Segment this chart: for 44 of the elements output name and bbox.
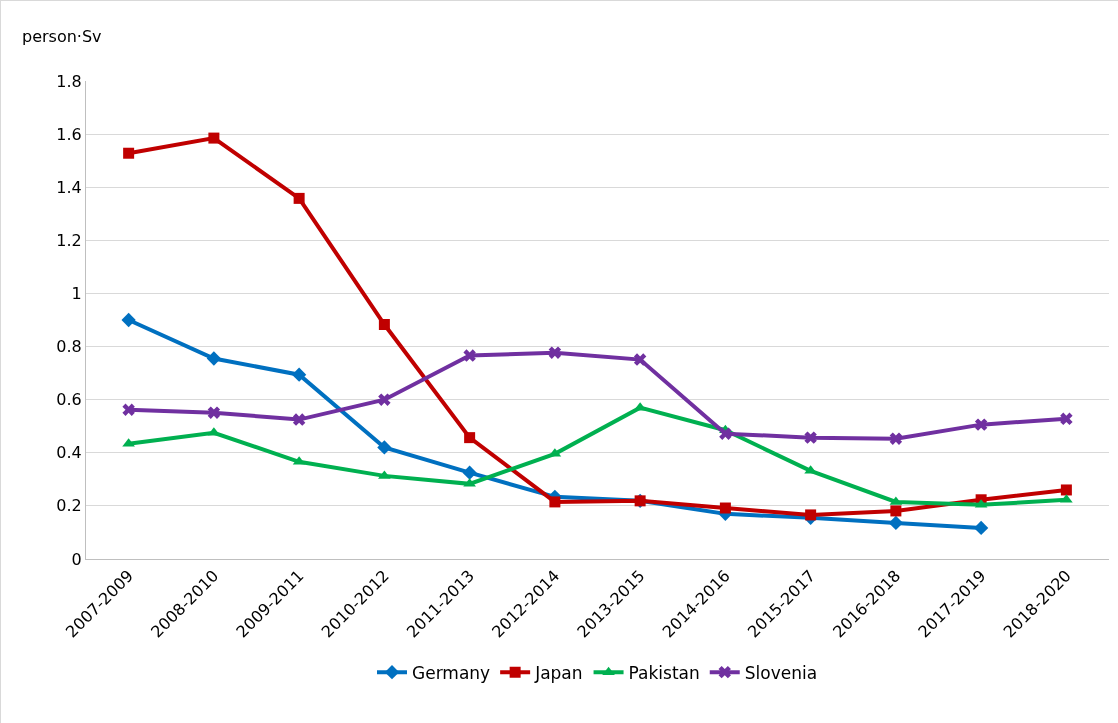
point bbox=[291, 367, 307, 382]
y-tick-label: 0.2 bbox=[56, 496, 82, 516]
point bbox=[549, 496, 561, 508]
legend-label: Japan bbox=[534, 662, 583, 683]
point bbox=[121, 312, 136, 328]
point bbox=[378, 393, 391, 406]
point bbox=[293, 192, 305, 204]
y-axis-title: person·Sv bbox=[22, 27, 102, 46]
point bbox=[123, 147, 135, 159]
point bbox=[1060, 412, 1073, 426]
point bbox=[292, 413, 306, 426]
y-tick-label: 1 bbox=[71, 284, 82, 304]
point bbox=[464, 432, 476, 444]
point bbox=[633, 353, 647, 366]
y-tick-label: 0.6 bbox=[56, 390, 82, 410]
legend-label: Slovenia bbox=[744, 662, 818, 683]
y-tick-label: 1.8 bbox=[56, 71, 82, 91]
point bbox=[463, 349, 476, 362]
y-tick-label: 1.2 bbox=[56, 230, 82, 250]
y-tick-label: 0.8 bbox=[56, 337, 82, 357]
point bbox=[462, 465, 477, 480]
y-tick-label: 0 bbox=[71, 549, 82, 569]
point bbox=[890, 505, 902, 517]
point bbox=[889, 432, 903, 445]
y-tick-label: 0.4 bbox=[56, 443, 82, 463]
point bbox=[208, 132, 220, 144]
point bbox=[804, 431, 817, 444]
point bbox=[719, 502, 731, 514]
point bbox=[207, 406, 221, 419]
point bbox=[122, 403, 135, 416]
y-tick-label: 1.4 bbox=[56, 177, 82, 197]
point bbox=[805, 509, 817, 521]
point bbox=[974, 418, 988, 431]
y-tick-label: 1.6 bbox=[56, 124, 82, 144]
legend-label: Germany bbox=[412, 662, 491, 683]
point bbox=[973, 520, 989, 536]
point bbox=[719, 427, 732, 440]
legend-label: Pakistan bbox=[628, 662, 700, 683]
point bbox=[888, 515, 904, 531]
point bbox=[206, 351, 222, 366]
point bbox=[548, 346, 562, 359]
point bbox=[377, 440, 392, 455]
point bbox=[378, 319, 390, 331]
point bbox=[1060, 484, 1072, 496]
